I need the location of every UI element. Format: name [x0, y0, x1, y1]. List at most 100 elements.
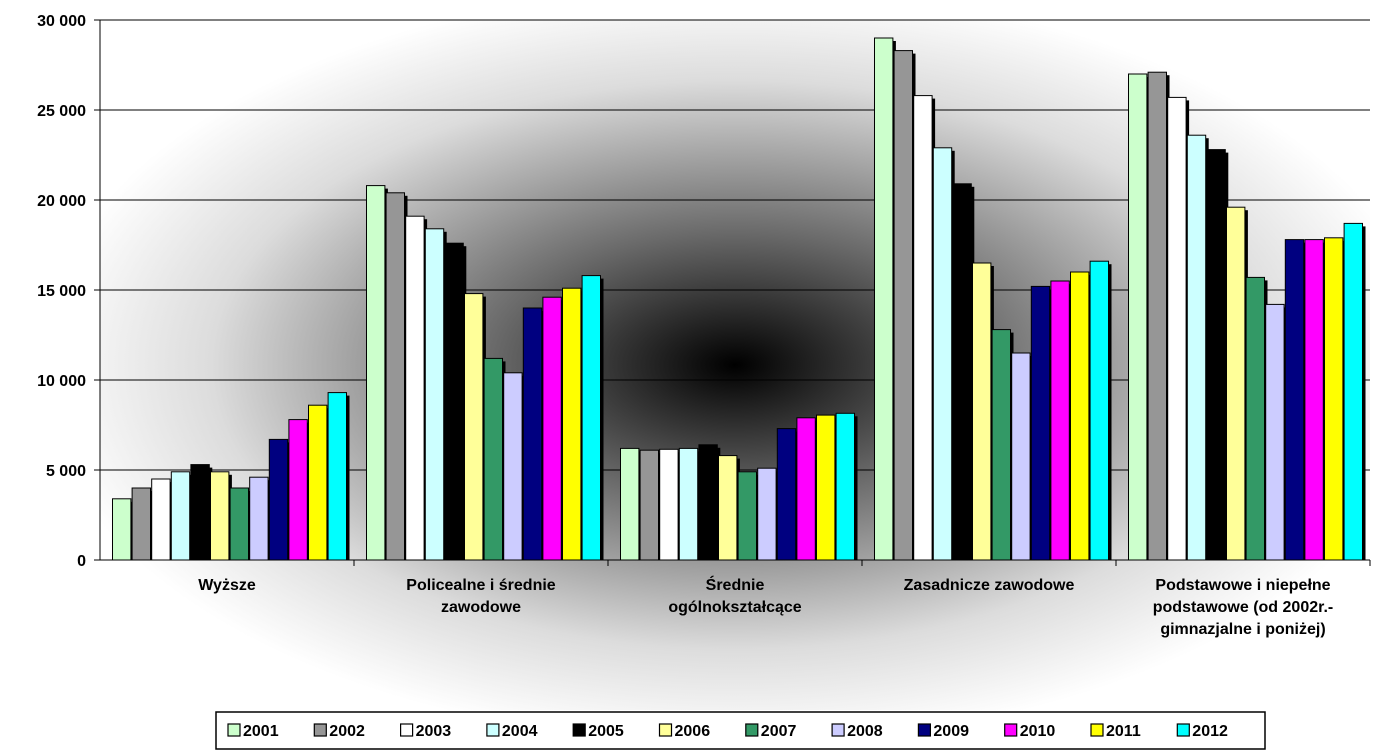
- legend-swatch: [745, 723, 759, 737]
- bar: [757, 467, 777, 561]
- bar: [542, 296, 562, 561]
- legend-swatch: [400, 723, 414, 737]
- bar: [796, 417, 816, 561]
- bar: [1050, 280, 1070, 561]
- legend-label: 2004: [502, 723, 538, 740]
- category-label: Podstawowe i niepełne podstawowe (od 2002…: [1153, 577, 1333, 638]
- legend-label: 2010: [1020, 723, 1056, 740]
- y-tick-label: 0: [77, 553, 86, 570]
- bars: [112, 37, 1366, 561]
- bar: [562, 287, 582, 561]
- bar: [1167, 96, 1187, 561]
- category-labels: Wyższe Policealne i średnie zawodowe Średni…: [198, 575, 1333, 638]
- bar: [229, 487, 250, 561]
- bar: [991, 329, 1011, 561]
- legend-swatch: [1176, 723, 1190, 737]
- bar: [190, 464, 210, 561]
- legend-label: 2011: [1106, 723, 1141, 740]
- bar: [816, 414, 836, 561]
- category-label: Wyższe: [198, 577, 256, 594]
- legend-label: 2003: [416, 723, 452, 740]
- bar: [1011, 352, 1031, 561]
- legend-label: 2012: [1192, 723, 1228, 740]
- bar: [659, 448, 679, 561]
- legend-label: 2009: [933, 723, 969, 740]
- category-label: Średnie ogólnokształcące: [668, 575, 801, 616]
- bar: [405, 215, 425, 561]
- bar: [952, 183, 972, 561]
- bar: [483, 357, 504, 561]
- bar: [1304, 239, 1324, 561]
- bar: [1030, 285, 1051, 561]
- bar: [1226, 206, 1246, 561]
- bar: [444, 242, 464, 561]
- legend-swatch: [917, 723, 932, 737]
- bar: [385, 192, 406, 561]
- bar: [737, 471, 757, 561]
- legend-label: 2001: [243, 723, 279, 740]
- legend-swatch: [227, 723, 241, 737]
- bar: [503, 372, 523, 561]
- y-tick-label: 15 000: [37, 283, 86, 300]
- legend-label: 2006: [675, 723, 711, 740]
- bar: [581, 275, 601, 561]
- y-tick-label: 5 000: [46, 463, 86, 480]
- y-tick-label: 30 000: [37, 13, 86, 30]
- legend-label: 2005: [588, 723, 624, 740]
- bar: [835, 412, 855, 561]
- bar: [718, 455, 738, 561]
- legend-swatch: [1004, 723, 1018, 737]
- y-tick-label: 10 000: [37, 373, 86, 390]
- bar: [639, 449, 659, 561]
- bar: [327, 392, 348, 561]
- bar: [1265, 303, 1285, 561]
- legend-swatch: [1090, 723, 1104, 737]
- y-tick-label: 25 000: [37, 103, 86, 120]
- bar: [1147, 71, 1167, 561]
- bar: [288, 419, 308, 561]
- legend-swatch: [572, 723, 586, 737]
- bar: [170, 471, 191, 561]
- bar: [308, 404, 328, 561]
- bar: [464, 293, 484, 561]
- bar: [1245, 276, 1265, 561]
- bar: [874, 37, 894, 561]
- bar: [1206, 149, 1226, 561]
- bar: [932, 147, 953, 561]
- bar: [131, 487, 152, 561]
- bar: [249, 476, 269, 561]
- bar: [678, 447, 699, 561]
- legend-label: 2007: [761, 723, 797, 740]
- bar: [620, 447, 640, 561]
- bar: [210, 471, 230, 561]
- bar: [268, 438, 289, 561]
- bar: [972, 262, 992, 561]
- legend-swatch: [486, 723, 500, 737]
- bar: [366, 185, 386, 561]
- bar: [893, 50, 913, 561]
- legend-label: 2002: [329, 723, 365, 740]
- bar: [522, 307, 543, 561]
- bar: [1186, 134, 1207, 561]
- category-label: Policealne i średnie zawodowe: [406, 577, 556, 616]
- legend-swatch: [831, 723, 845, 737]
- bar: [1343, 222, 1363, 561]
- legend-label: 2008: [847, 723, 883, 740]
- bar: [698, 444, 718, 561]
- bar: [112, 498, 132, 561]
- bar: [1284, 239, 1305, 561]
- bar: [776, 428, 797, 561]
- bar: [1128, 73, 1148, 561]
- legend: 2001 2002 2003 2004 2005 2006 2007 2008 2009 2010…: [215, 711, 1266, 750]
- bar: [424, 228, 445, 561]
- bar: [1089, 260, 1109, 561]
- y-tick-label: 20 000: [37, 193, 86, 210]
- legend-swatch: [313, 723, 327, 737]
- legend-box: [215, 711, 1266, 750]
- legend-swatch: [658, 723, 673, 737]
- bar: [151, 478, 171, 561]
- bar: [1324, 237, 1344, 561]
- bar: [913, 95, 933, 561]
- bar: [1070, 271, 1090, 561]
